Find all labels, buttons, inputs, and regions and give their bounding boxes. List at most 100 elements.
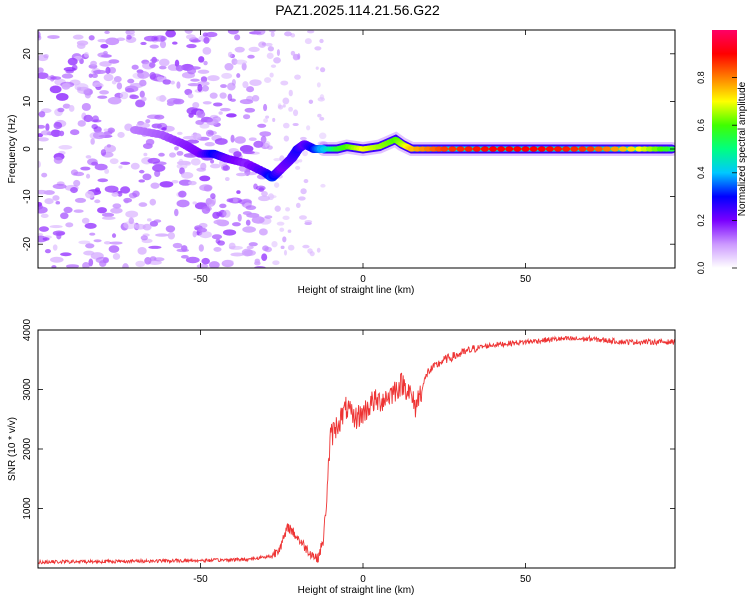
spectrogram-noise-cell: [270, 64, 277, 68]
spectrogram-noise-cell: [273, 157, 281, 162]
spectrogram-noise-cell: [57, 107, 65, 113]
spectrogram-panel: -50 0 50 -20 -10 0 10 20 Height of straight li…: [7, 29, 676, 296]
spectrogram-noise-cell: [316, 82, 321, 88]
spectrogram-noise-cell: [242, 150, 255, 155]
ridge-point: [602, 146, 611, 152]
spectrogram-noise-cell: [218, 111, 223, 115]
spectrogram-noise-cell: [211, 234, 223, 240]
spectrogram-noise-cell: [237, 213, 242, 222]
spectrogram-noise-cell: [165, 225, 176, 233]
spectrogram-noise-cell: [50, 129, 62, 137]
spectrogram-x-ticks: -50 0 50: [193, 30, 531, 285]
spectrogram-noise-cell: [200, 162, 207, 170]
spectrogram-noise-cell: [210, 193, 216, 200]
spectrogram-noise-cell: [40, 213, 49, 219]
spectrogram-noise-cell: [282, 215, 290, 221]
ridge-point: [537, 146, 546, 152]
snr-x-axis-label: Height of straight line (km): [298, 585, 415, 596]
spectrogram-noise-cell: [203, 36, 210, 44]
spectrogram-noise-cell: [106, 144, 111, 148]
spectrogram-noise-cell: [147, 157, 161, 164]
spectrogram-noise-cell: [154, 114, 165, 120]
ridge-point: [505, 146, 514, 152]
spectrogram-noise-cell: [97, 207, 107, 214]
ridge-point: [586, 146, 595, 152]
spectrogram-noise-cell: [161, 127, 167, 131]
spectrogram-noise-cell: [38, 233, 44, 237]
spectrogram-noise-cell: [91, 73, 98, 79]
colorbar-gradient: [712, 30, 737, 268]
spectrogram-noise-cell: [261, 191, 268, 197]
spectrogram-noise-cell: [55, 200, 61, 205]
spectrogram-noise-cell: [279, 155, 285, 162]
spectrogram-noise-cell: [236, 190, 241, 194]
spectrogram-noise-cell: [152, 164, 166, 172]
spectrogram-noise-cell: [149, 62, 156, 68]
spectrogram-noise-cell: [73, 179, 81, 187]
spectrogram-noise-cell: [127, 78, 135, 84]
spectrogram-noise-cell: [120, 161, 131, 165]
spectrogram-noise-cell: [197, 83, 203, 92]
spectrogram-noise-cell: [263, 103, 268, 112]
spectrogram-noise-cell: [202, 101, 212, 105]
spectrogram-noise-cell: [174, 59, 180, 67]
spectrogram-noise-cell: [63, 206, 73, 214]
ridge-point: [497, 146, 506, 152]
spectrogram-noise-cell: [227, 51, 233, 58]
spectrogram-x-tick-label: -50: [193, 274, 208, 285]
snr-y-tick-label: 2000: [22, 437, 33, 460]
spectrogram-noise-cell: [292, 122, 299, 127]
spectrogram-noise-cell: [38, 54, 49, 62]
spectrogram-noise-cell: [159, 181, 174, 188]
spectrogram-noise-cell: [206, 199, 216, 207]
spectrogram-noise-cell: [118, 165, 123, 169]
spectrogram-noise-cell: [178, 179, 192, 186]
spectrogram-noise-cell: [181, 246, 186, 250]
spectrogram-noise-cell: [316, 247, 321, 253]
spectrogram-noise-cell: [52, 244, 58, 251]
spectrogram-noise-cell: [142, 143, 153, 149]
spectrogram-noise-cell: [227, 30, 239, 35]
spectrogram-noise-cell: [172, 41, 178, 45]
spectrogram-noise-cell: [107, 96, 122, 105]
spectrogram-noise-cell: [265, 115, 270, 119]
spectrogram-noise-cell: [208, 261, 220, 268]
spectrogram-noise-cell: [184, 30, 193, 34]
spectrogram-noise-cell: [137, 71, 150, 79]
spectrogram-noise-cell: [271, 240, 278, 248]
spectrogram-noise-cell: [306, 125, 311, 131]
spectrogram-noise-cell: [77, 120, 86, 127]
spectrogram-noise-cell: [126, 34, 132, 40]
spectrogram-noise-cell: [77, 86, 90, 95]
spectrogram-noise-cell: [158, 152, 165, 157]
spectrogram-noise-cell: [172, 242, 183, 249]
spectrogram-noise-cell: [70, 187, 78, 194]
spectrogram-noise-cell: [90, 60, 97, 66]
spectrogram-noise-cell: [119, 91, 129, 100]
spectrogram-noise-cell: [287, 244, 295, 251]
spectrogram-y-tick-label: -20: [22, 237, 33, 252]
spectrogram-noise-cell: [222, 229, 237, 236]
spectrogram-noise-cell: [40, 130, 52, 136]
spectrogram-noise-cell: [230, 252, 244, 257]
spectrogram-noise-cell: [234, 34, 241, 41]
spectrogram-y-tick-label: 20: [22, 48, 33, 60]
spectrogram-noise-cell: [180, 255, 189, 259]
spectrogram-noise-cell: [223, 209, 231, 218]
spectrogram-noise-cell: [205, 31, 218, 38]
spectrogram-noise-cell: [213, 246, 222, 252]
spectrogram-noise-cell: [162, 79, 172, 85]
spectrogram-noise-cell: [224, 176, 230, 182]
spectrogram-noise-cell: [145, 119, 151, 124]
spectrogram-noise-cell: [255, 185, 266, 191]
spectrogram-noise-cell: [185, 34, 196, 40]
spectrogram-noise-cell: [264, 246, 272, 253]
spectrogram-noise-cell: [302, 150, 308, 157]
spectrogram-noise-cell: [290, 50, 296, 56]
spectrogram-noise-cell: [103, 241, 111, 245]
spectrogram-noise-cell: [103, 144, 116, 153]
spectrogram-noise-cell: [320, 183, 326, 188]
spectrogram-noise-cell: [94, 199, 101, 204]
spectrogram-noise-cell: [197, 110, 206, 118]
ridge-point: [513, 146, 522, 152]
